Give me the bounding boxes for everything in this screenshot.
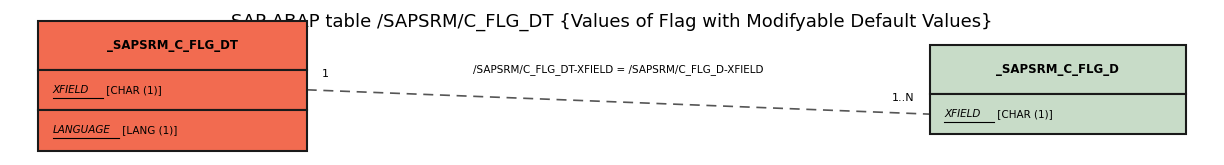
Text: _SAPSRM_C_FLG_DT: _SAPSRM_C_FLG_DT [106,39,237,52]
Bar [929,45,1186,94]
Text: 1: 1 [322,69,328,79]
Text: _SAPSRM_C_FLG_D: _SAPSRM_C_FLG_D [996,63,1119,76]
Text: SAP ABAP table /SAPSRM/C_FLG_DT {Values of Flag with Modifyable Default Values}: SAP ABAP table /SAPSRM/C_FLG_DT {Values … [231,13,993,31]
Text: 1..N: 1..N [892,93,914,103]
Text: [LANG (1)]: [LANG (1)] [119,125,177,135]
Bar [929,94,1186,134]
Text: XFIELD: XFIELD [944,109,980,119]
Text: /SAPSRM/C_FLG_DT-XFIELD = /SAPSRM/C_FLG_D-XFIELD: /SAPSRM/C_FLG_DT-XFIELD = /SAPSRM/C_FLG_… [472,64,764,75]
Text: LANGUAGE: LANGUAGE [53,125,110,135]
Text: [CHAR (1)]: [CHAR (1)] [994,109,1053,119]
Bar [38,69,307,110]
Text: XFIELD: XFIELD [53,85,89,95]
Bar [38,21,307,69]
Bar [38,110,307,151]
Text: [CHAR (1)]: [CHAR (1)] [103,85,162,95]
